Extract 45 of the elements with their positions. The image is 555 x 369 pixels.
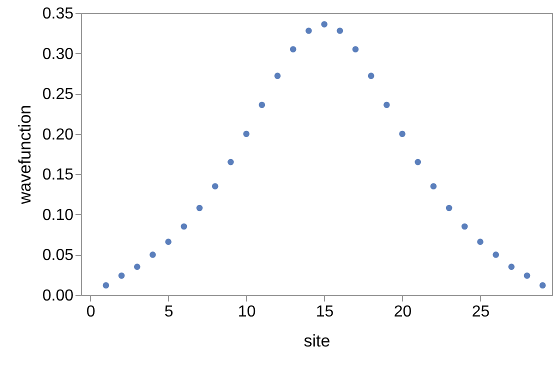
point [336,28,344,34]
point [492,252,500,258]
point [414,158,422,166]
point [274,72,281,79]
point [368,72,374,79]
point [430,183,437,190]
point [477,238,484,245]
point [399,130,406,138]
x-axis-title: site [304,332,330,350]
x-tick-label: 5 [164,304,174,320]
y-tick-label: 0.15 [42,166,74,184]
x-tick-label: 20 [394,304,412,320]
point [290,46,296,52]
point [134,264,140,270]
point [118,272,125,279]
y-axis-title: wavefunction [15,104,34,206]
y-tick-label: 0.35 [42,6,74,22]
x-tick-label: 25 [472,304,490,320]
point [196,204,203,212]
point [102,282,110,288]
point [352,46,359,52]
point [306,28,312,34]
y-tick-label: 0.20 [42,126,74,144]
point [539,282,546,288]
y-tick-label: 0.30 [42,46,74,63]
y-tick-label: 0.00 [42,288,74,304]
point [243,130,250,138]
point [321,21,328,28]
y-tick-label: 0.10 [42,206,74,224]
point [150,252,156,258]
x-tick-label: 15 [316,304,334,320]
point [462,223,468,230]
x-tick-label: 10 [238,304,256,320]
point [228,158,234,166]
point [384,102,390,108]
point [446,204,452,212]
x-tick-label: 0 [86,304,96,320]
point [258,102,266,108]
y-tick-label: 0.25 [42,86,74,104]
point [165,238,172,245]
y-tick-label: 0.05 [42,247,74,264]
point [508,264,515,270]
point [180,223,188,230]
point [524,272,530,279]
point [212,183,218,190]
